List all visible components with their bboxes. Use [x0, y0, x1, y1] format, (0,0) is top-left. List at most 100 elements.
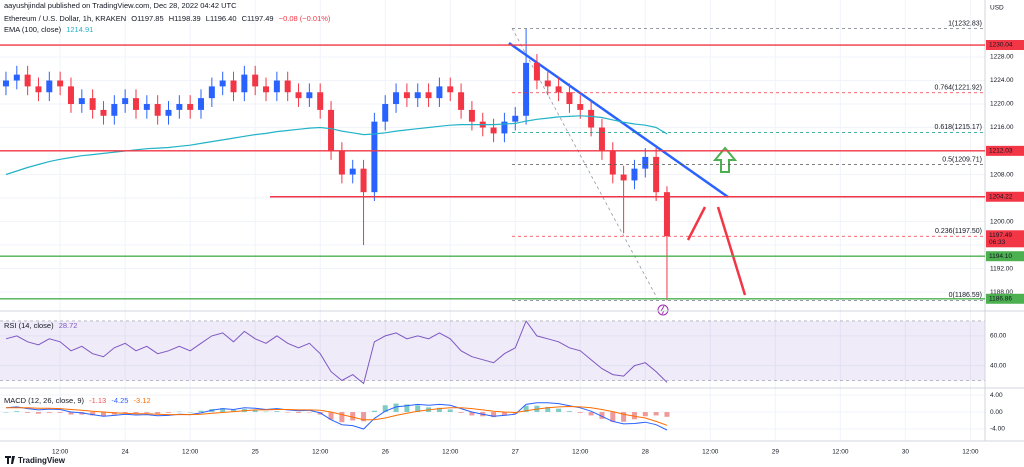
top-layer: aayushjindal published on TradingView.co… [4, 1, 1004, 465]
grid-layer [0, 0, 985, 441]
macd-line [5, 402, 668, 431]
macd-histogram-bar [404, 404, 410, 413]
countdown: 06:33 [989, 239, 1006, 246]
macd-histogram-bar [35, 412, 41, 414]
x-tick-label: 12:00 [442, 449, 459, 456]
macd-name: MACD (12, 26, close, 9) [4, 396, 85, 405]
candle-body [555, 86, 562, 93]
arrow-up-path [686, 206, 707, 241]
candle-body [349, 168, 356, 175]
macd-histogram-bar [642, 412, 648, 417]
candle-body [154, 104, 161, 116]
candle-body [458, 92, 465, 110]
level-tag [986, 145, 1024, 156]
candle-body [490, 127, 497, 134]
candle-body [57, 80, 64, 87]
trend-line [508, 41, 729, 199]
arrow-down-path [716, 206, 747, 296]
candle-body [78, 98, 85, 105]
macd-histogram-bar [393, 403, 399, 413]
macd-histogram-bar [25, 412, 31, 413]
candle-body [132, 98, 139, 110]
last-price-tag [986, 230, 1024, 248]
rsi-legend: RSI (14, close) 28.72 [4, 321, 77, 330]
x-tick-label: 27 [512, 449, 520, 456]
macd-histogram-bar [653, 412, 659, 416]
candle-body [328, 109, 335, 152]
candle-body [187, 104, 194, 110]
candle-body [219, 80, 226, 87]
macd-histogram-bar [621, 412, 627, 422]
candle-body [609, 151, 616, 175]
candle-body [100, 109, 107, 116]
rsi-band [0, 320, 985, 381]
macd-histogram-bar [371, 410, 377, 413]
level-tag [986, 293, 1024, 304]
quote-low: L1196.40 [206, 14, 237, 23]
candle-body [382, 104, 389, 122]
candle-body [46, 80, 53, 93]
currency: USD [990, 5, 1004, 12]
candle-body [143, 104, 150, 110]
macd-hist-value: -1.13 [89, 396, 106, 405]
macd-histogram-bar [252, 410, 258, 413]
rsi-line [5, 319, 668, 385]
candle-body [252, 74, 259, 87]
candle-body [577, 104, 584, 110]
y-tick-label: 60.00 [990, 333, 1007, 340]
level-label: 1230.04 [989, 42, 1013, 49]
macd-histogram-bar [68, 412, 74, 415]
ema-name: EMA (100, close) [4, 25, 62, 34]
quote-close: C1197.49 [242, 14, 274, 23]
x-tick-label: 12:00 [52, 449, 69, 456]
fib-label: 0.618(1215.17) [935, 124, 982, 131]
macd-histogram-bar [166, 412, 172, 413]
macd-histogram-bar [415, 405, 421, 413]
y-tick-label: 1200.00 [990, 218, 1014, 225]
macd-histogram-bar [361, 412, 367, 422]
fib-label: 0(1186.59) [949, 292, 982, 299]
level-label: 1194.10 [989, 253, 1012, 260]
ema-value: 1214.91 [66, 25, 93, 34]
macd-histogram-bar [263, 411, 269, 413]
macd-histogram-bar [100, 412, 106, 417]
draw-layer: 12:00 24 12:00 25 12:00 26 12:00 27 12:00 28 12:00… [0, 0, 1024, 456]
macd-histogram-bar [491, 412, 497, 418]
x-tick-label: 29 [772, 449, 780, 456]
macd-histogram-bar [57, 412, 63, 413]
candle-body [67, 86, 74, 105]
symbol-title: Ethereum / U.S. Dollar, 1h, KRAKEN [4, 14, 126, 23]
y-tick-label: -4.00 [990, 426, 1005, 433]
macd-histogram-bar [566, 411, 572, 413]
y-tick-label: 4.00 [990, 392, 1003, 399]
candle-body [447, 86, 454, 93]
candle-body [165, 109, 172, 116]
symbol-legend: Ethereum / U.S. Dollar, 1h, KRAKEN O1197… [4, 14, 331, 23]
candle-body [436, 86, 443, 99]
candle-body [663, 192, 670, 237]
y-tick-label: 1220.00 [990, 101, 1014, 108]
x-tick-label: 12:00 [182, 449, 199, 456]
macd-histogram-bar [469, 412, 475, 416]
candle-body [338, 151, 345, 175]
macd-histogram-bar [144, 412, 150, 413]
y-tick-label: 1188.00 [990, 289, 1013, 296]
macd-histogram-bar [588, 412, 594, 416]
quote-change: −0.08 (−0.01%) [279, 14, 331, 23]
candle-body [620, 174, 627, 181]
macd-histogram-bar [90, 412, 96, 416]
macd-histogram-bar [501, 412, 507, 416]
macd-histogram-bar [523, 405, 529, 413]
candle-body [631, 168, 638, 181]
candle-body [393, 92, 400, 105]
macd-histogram-bar [382, 405, 388, 413]
macd-value: -4.25 [111, 396, 128, 405]
candle-body [588, 109, 595, 128]
fib-label: 1(1232.83) [948, 20, 982, 27]
level-label: 1212.03 [989, 148, 1013, 155]
macd-histogram-bar [122, 412, 128, 413]
candle-body [208, 86, 215, 99]
macd-histogram-bar [599, 412, 605, 419]
